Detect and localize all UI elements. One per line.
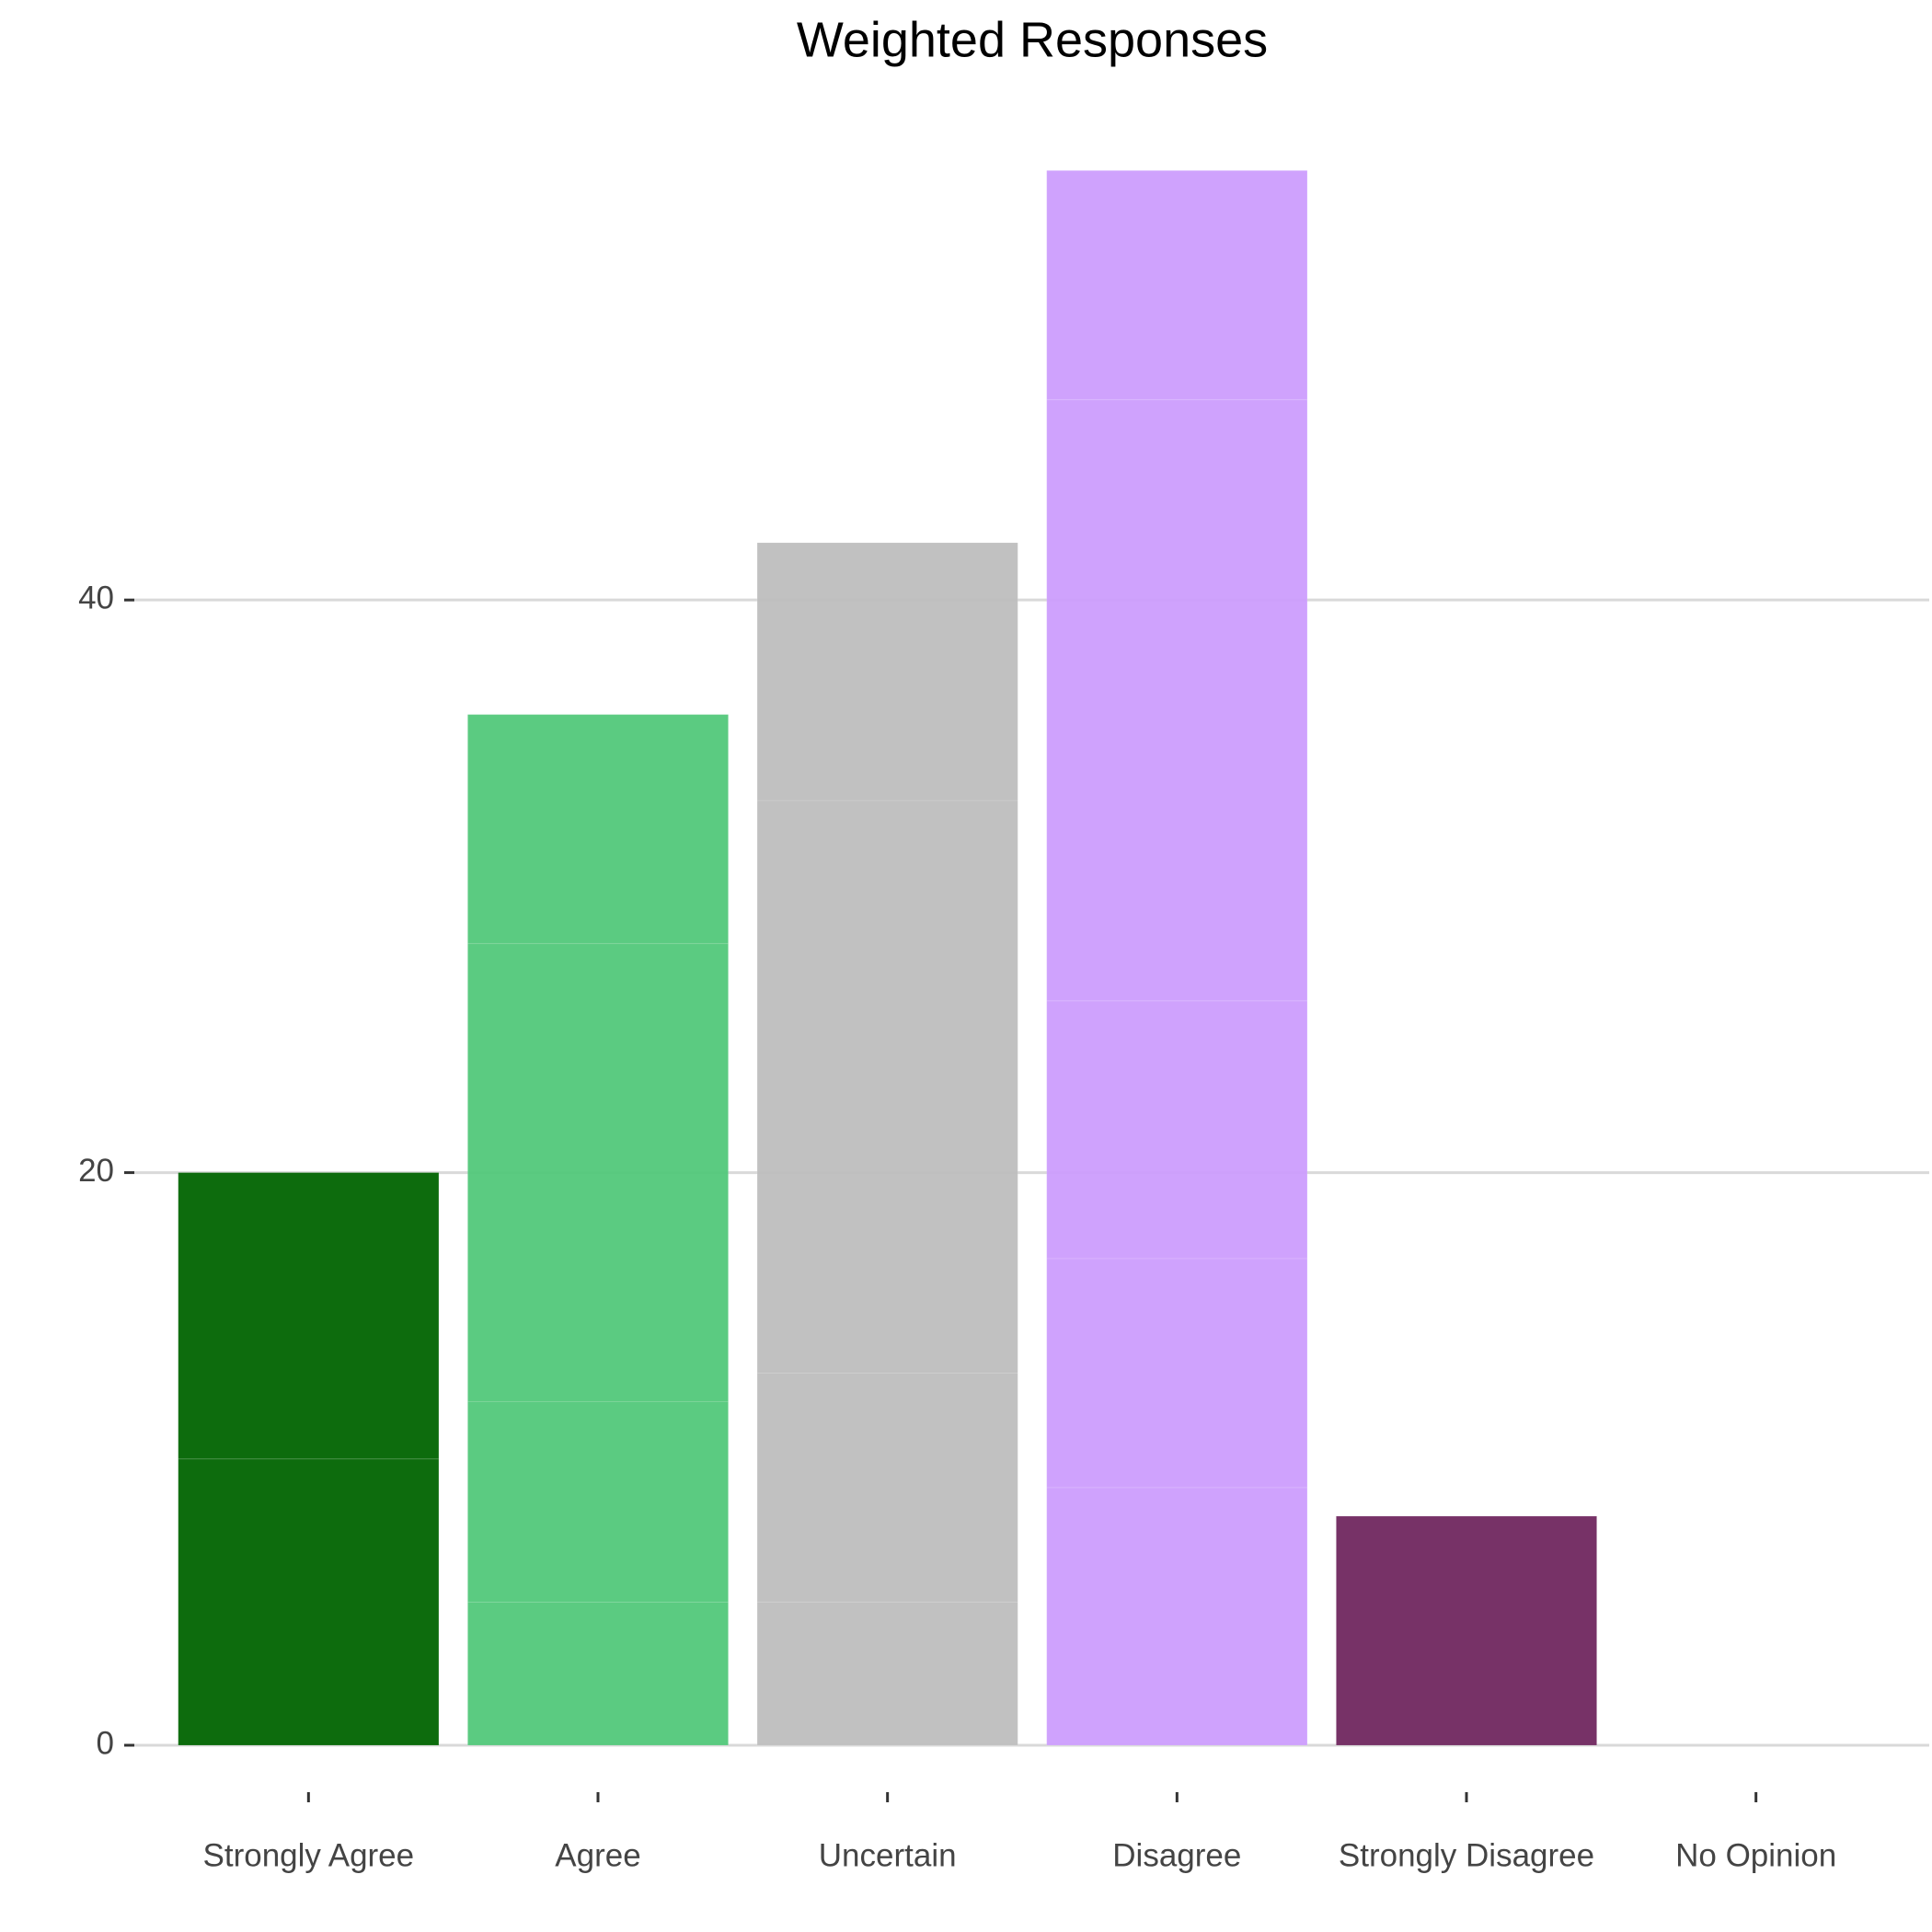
bar-segment [1046,398,1308,1002]
x-tick-label: Strongly Disagree [1339,1837,1594,1873]
bar-segment [178,1172,440,1460]
bar-segment [1046,1487,1308,1746]
y-tick-label: 0 [97,1725,114,1761]
bar-segment [466,714,730,945]
y-tick-label: 40 [78,580,114,615]
bar-segment [756,799,1018,1374]
chart-title: Weighted Responses [797,12,1268,67]
x-tick-label: Strongly Agree [203,1837,415,1873]
bar-segment [466,943,730,1403]
x-tick-label: No Opinion [1675,1837,1836,1873]
y-tick-label: 20 [78,1153,114,1189]
x-tick-label: Agree [555,1837,640,1873]
bar-segment [178,1458,440,1746]
bar-segment [1046,1258,1308,1489]
bar-segment [756,542,1018,801]
bar-segment [1046,1000,1308,1259]
x-tick-label: Disagree [1112,1837,1241,1873]
bar-segment [756,1372,1018,1603]
bar-segment [466,1401,730,1603]
bar-segment [466,1601,730,1746]
bar-segment [1046,169,1308,400]
bar-segment [756,1601,1018,1746]
x-tick-label: Uncertain [819,1837,957,1873]
bar-segment [1335,1515,1598,1746]
